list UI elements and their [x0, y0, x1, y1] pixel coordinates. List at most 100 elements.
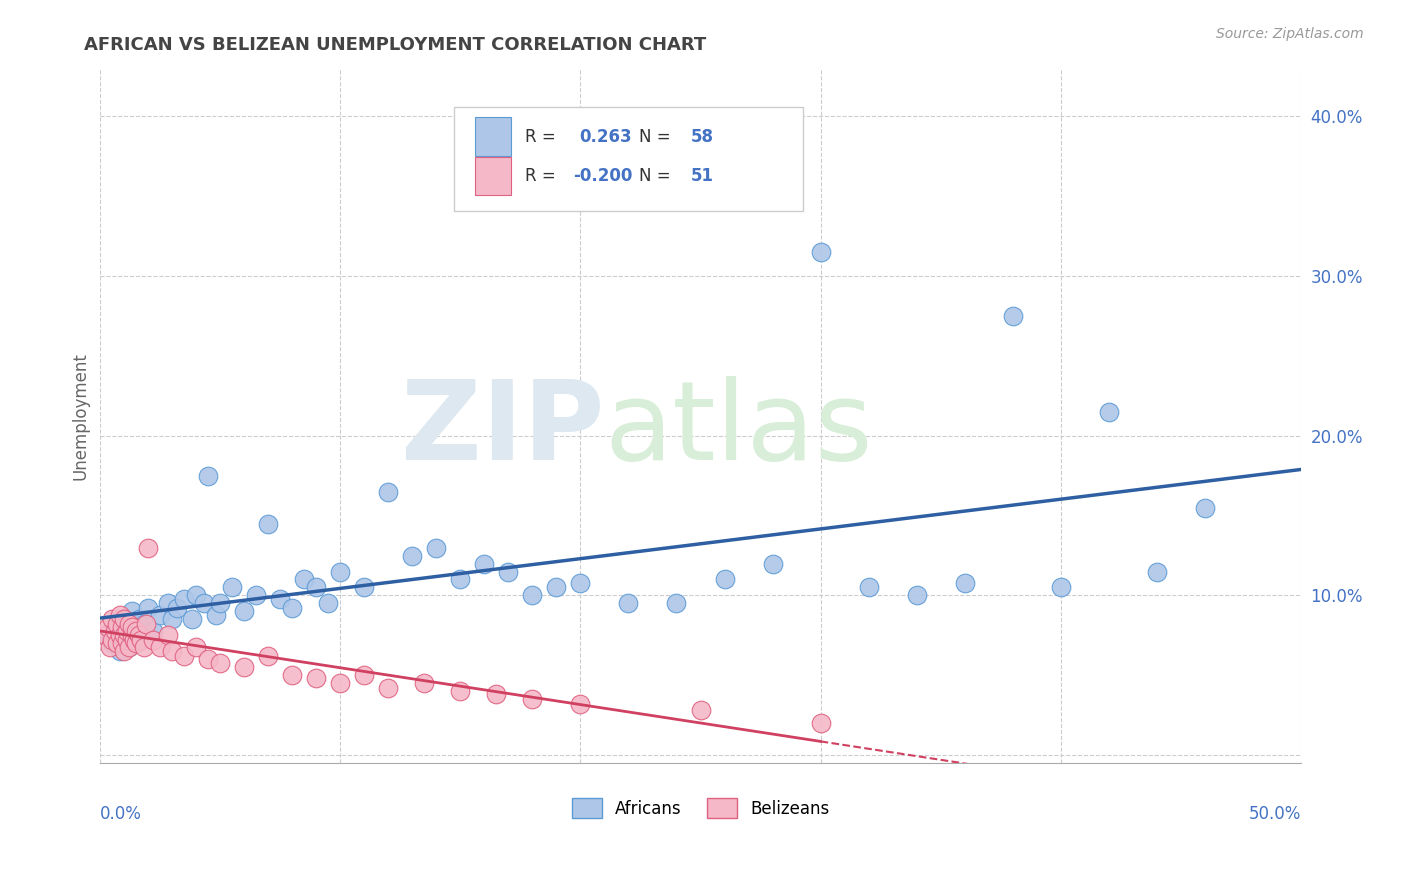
Point	[197, 468, 219, 483]
Point	[149, 640, 172, 654]
Point	[118, 617, 141, 632]
Text: atlas: atlas	[605, 376, 873, 483]
Point	[294, 573, 316, 587]
Point	[905, 589, 928, 603]
Point	[498, 565, 520, 579]
Point	[118, 640, 141, 654]
Point	[425, 541, 447, 555]
Point	[858, 581, 880, 595]
Point	[186, 640, 208, 654]
Point	[546, 581, 568, 595]
Point	[522, 589, 544, 603]
Point	[162, 612, 184, 626]
Point	[166, 601, 188, 615]
Point	[156, 597, 179, 611]
Point	[111, 612, 134, 626]
Point	[118, 640, 141, 654]
Point	[125, 636, 148, 650]
Text: 0.0%: 0.0%	[100, 805, 142, 822]
Text: R =: R =	[526, 167, 555, 186]
FancyBboxPatch shape	[454, 107, 803, 211]
Point	[125, 624, 148, 638]
Point	[233, 604, 256, 618]
Text: AFRICAN VS BELIZEAN UNEMPLOYMENT CORRELATION CHART: AFRICAN VS BELIZEAN UNEMPLOYMENT CORRELA…	[84, 36, 707, 54]
Point	[96, 628, 118, 642]
Point	[810, 245, 832, 260]
Point	[108, 644, 131, 658]
Point	[329, 676, 352, 690]
Point	[281, 668, 304, 682]
Y-axis label: Unemployment: Unemployment	[72, 351, 89, 480]
Text: Source: ZipAtlas.com: Source: ZipAtlas.com	[1216, 27, 1364, 41]
Point	[112, 628, 135, 642]
Point	[713, 573, 735, 587]
Point	[94, 628, 117, 642]
Point	[142, 624, 165, 638]
Point	[193, 597, 215, 611]
Point	[1146, 565, 1168, 579]
Point	[353, 668, 375, 682]
Point	[474, 557, 496, 571]
Point	[128, 612, 150, 626]
Point	[810, 716, 832, 731]
Point	[112, 633, 135, 648]
Point	[135, 617, 157, 632]
Point	[689, 703, 711, 717]
Point	[149, 607, 172, 622]
Point	[257, 516, 280, 531]
Point	[449, 573, 471, 587]
Point	[173, 649, 195, 664]
Point	[128, 628, 150, 642]
Point	[162, 644, 184, 658]
Point	[353, 581, 375, 595]
Point	[522, 692, 544, 706]
Point	[318, 597, 340, 611]
Bar	[475, 118, 510, 156]
Text: 0.263: 0.263	[579, 128, 631, 145]
Point	[617, 597, 640, 611]
Point	[108, 628, 131, 642]
Point	[204, 607, 226, 622]
Point	[953, 575, 976, 590]
Point	[121, 628, 143, 642]
Point	[132, 617, 155, 632]
Point	[413, 676, 436, 690]
Point	[111, 636, 134, 650]
Text: ZIP: ZIP	[401, 376, 605, 483]
Point	[98, 640, 121, 654]
Point	[132, 640, 155, 654]
Text: R =: R =	[526, 128, 555, 145]
Point	[105, 617, 128, 632]
Point	[377, 681, 399, 695]
Point	[329, 565, 352, 579]
Point	[449, 684, 471, 698]
Point	[1097, 405, 1119, 419]
Point	[401, 549, 423, 563]
Point	[138, 601, 160, 615]
Point	[125, 628, 148, 642]
Point	[115, 633, 138, 648]
Point	[121, 604, 143, 618]
Point	[101, 636, 124, 650]
Point	[257, 649, 280, 664]
Text: 58: 58	[690, 128, 714, 145]
Text: 51: 51	[690, 167, 714, 186]
Legend: Africans, Belizeans: Africans, Belizeans	[565, 792, 837, 824]
Point	[485, 688, 508, 702]
Point	[1194, 500, 1216, 515]
Text: 50.0%: 50.0%	[1249, 805, 1301, 822]
Point	[1001, 309, 1024, 323]
Point	[173, 591, 195, 606]
Point	[377, 484, 399, 499]
Point	[104, 624, 127, 638]
Point	[101, 612, 124, 626]
Point	[1049, 581, 1071, 595]
Text: N =: N =	[640, 167, 671, 186]
Point	[305, 581, 328, 595]
Point	[209, 597, 232, 611]
Point	[112, 624, 135, 638]
Point	[186, 589, 208, 603]
Point	[665, 597, 688, 611]
Point	[105, 636, 128, 650]
Point	[112, 612, 135, 626]
